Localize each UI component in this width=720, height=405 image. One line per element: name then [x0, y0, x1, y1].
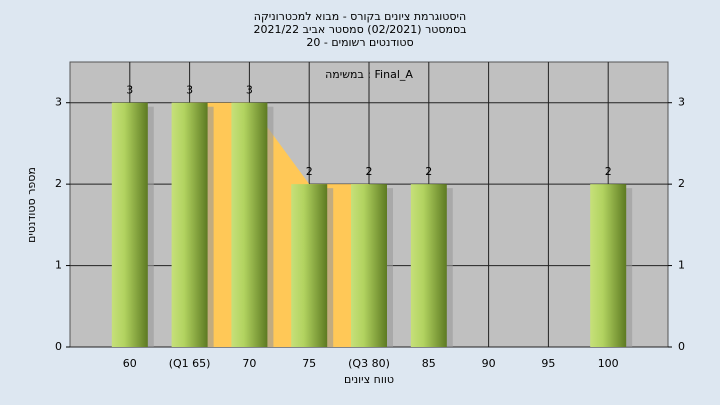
value-label: 2	[425, 165, 432, 178]
x-tick-label: 70	[242, 357, 256, 370]
x-axis-label: טווח ציונים	[344, 373, 394, 386]
y-axis-label: מספר סטודנטים	[25, 167, 38, 243]
x-tick-label: (Q1 65)	[169, 357, 211, 370]
bar	[410, 184, 447, 347]
value-label: 2	[306, 165, 313, 178]
bar	[590, 184, 627, 347]
value-label: 3	[186, 84, 193, 97]
y2-tick-label: 1	[678, 259, 685, 272]
x-tick-label: 100	[598, 357, 619, 370]
value-label: 2	[366, 165, 373, 178]
bar	[291, 184, 328, 347]
x-tick-label: 95	[541, 357, 555, 370]
value-label: 3	[126, 84, 133, 97]
y-tick-label: 0	[55, 340, 62, 353]
x-tick-label: 60	[123, 357, 137, 370]
x-tick-label: (Q3 80)	[348, 357, 390, 370]
y2-tick-label: 0	[678, 340, 685, 353]
y2-tick-label: 3	[678, 96, 685, 109]
bar	[231, 102, 268, 347]
y-tick-label: 1	[55, 259, 62, 272]
value-label: 3	[246, 84, 253, 97]
y-tick-label: 3	[55, 96, 62, 109]
chart-subtitle: בסמסטר (02/2021) סמסטר אביב 2021/22	[253, 23, 466, 36]
x-tick-label: 75	[302, 357, 316, 370]
value-label: 2	[605, 165, 612, 178]
y2-tick-label: 2	[678, 177, 685, 190]
bar	[171, 102, 208, 347]
chart-subtitle: סטודנטים רשומים - 20	[306, 36, 413, 49]
bar	[351, 184, 387, 347]
bar	[111, 102, 148, 347]
x-tick-label: 90	[482, 357, 496, 370]
x-tick-label: 85	[422, 357, 436, 370]
chart-title: היסטוגרמת ציונים בקורס - מבוא למכטרוניקה	[254, 10, 466, 23]
y-tick-label: 2	[55, 177, 62, 190]
